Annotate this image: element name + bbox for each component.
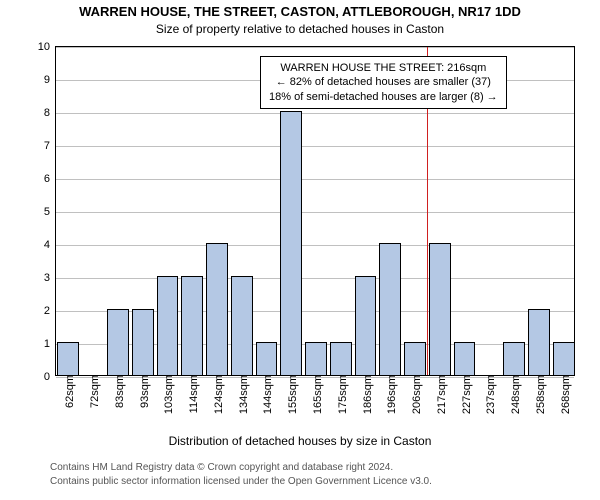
- ytick-label: 10: [38, 41, 56, 53]
- histogram-bar: [429, 243, 451, 375]
- footer-line-2: Contains public sector information licen…: [50, 476, 432, 487]
- histogram-bar: [379, 243, 401, 375]
- histogram-bar: [454, 342, 476, 375]
- ytick-label: 0: [44, 371, 56, 383]
- footer-line-1: Contains HM Land Registry data © Crown c…: [50, 462, 393, 473]
- histogram-bar: [528, 309, 550, 375]
- ytick-label: 5: [44, 206, 56, 218]
- xtick-label: 114sqm: [184, 375, 200, 413]
- ytick-label: 9: [44, 74, 56, 86]
- xtick-label: 217sqm: [432, 375, 448, 414]
- chart-subtitle: Size of property relative to detached ho…: [0, 22, 600, 36]
- highlight-caption: WARREN HOUSE THE STREET: 216sqm ← 82% of…: [260, 56, 507, 109]
- histogram-bar: [206, 243, 228, 375]
- ytick-label: 8: [44, 107, 56, 119]
- caption-line-2: ← 82% of detached houses are smaller (37…: [269, 75, 498, 89]
- property-size-chart: WARREN HOUSE, THE STREET, CASTON, ATTLEB…: [0, 0, 600, 500]
- caption-line-1: WARREN HOUSE THE STREET: 216sqm: [269, 61, 498, 75]
- ytick-label: 3: [44, 272, 56, 284]
- xtick-label: 93sqm: [135, 375, 151, 408]
- xtick-label: 72sqm: [85, 375, 101, 408]
- ytick-label: 6: [44, 173, 56, 185]
- histogram-bar: [330, 342, 352, 375]
- histogram-bar: [132, 309, 154, 375]
- xtick-label: 196sqm: [382, 375, 398, 414]
- xtick-label: 258sqm: [531, 375, 547, 414]
- histogram-bar: [157, 276, 179, 375]
- gridline: [56, 146, 574, 147]
- xtick-label: 62sqm: [60, 375, 76, 408]
- chart-title: WARREN HOUSE, THE STREET, CASTON, ATTLEB…: [0, 4, 600, 19]
- gridline: [56, 113, 574, 114]
- xtick-label: 248sqm: [506, 375, 522, 414]
- xtick-label: 237sqm: [481, 375, 497, 414]
- histogram-bar: [305, 342, 327, 375]
- xtick-label: 186sqm: [358, 375, 374, 414]
- xtick-label: 227sqm: [457, 375, 473, 414]
- histogram-bar: [231, 276, 253, 375]
- gridline: [56, 47, 574, 48]
- histogram-bar: [181, 276, 203, 375]
- xtick-label: 134sqm: [234, 375, 250, 414]
- histogram-bar: [280, 111, 302, 375]
- caption-line-3: 18% of semi-detached houses are larger (…: [269, 90, 498, 104]
- xtick-label: 268sqm: [556, 375, 572, 414]
- xtick-label: 155sqm: [283, 375, 299, 414]
- xtick-label: 165sqm: [308, 375, 324, 414]
- xtick-label: 206sqm: [407, 375, 423, 414]
- xtick-label: 83sqm: [110, 375, 126, 408]
- histogram-bar: [57, 342, 79, 375]
- ytick-label: 1: [44, 338, 56, 350]
- histogram-bar: [256, 342, 278, 375]
- histogram-bar: [404, 342, 426, 375]
- xtick-label: 144sqm: [258, 375, 274, 414]
- xtick-label: 124sqm: [209, 375, 225, 414]
- histogram-bar: [553, 342, 575, 375]
- histogram-bar: [355, 276, 377, 375]
- ytick-label: 2: [44, 305, 56, 317]
- ytick-label: 4: [44, 239, 56, 251]
- gridline: [56, 179, 574, 180]
- gridline: [56, 278, 574, 279]
- gridline: [56, 245, 574, 246]
- histogram-bar: [503, 342, 525, 375]
- histogram-bar: [107, 309, 129, 375]
- x-axis-label: Distribution of detached houses by size …: [0, 434, 600, 448]
- xtick-label: 103sqm: [159, 375, 175, 414]
- ytick-label: 7: [44, 140, 56, 152]
- xtick-label: 175sqm: [333, 375, 349, 414]
- gridline: [56, 212, 574, 213]
